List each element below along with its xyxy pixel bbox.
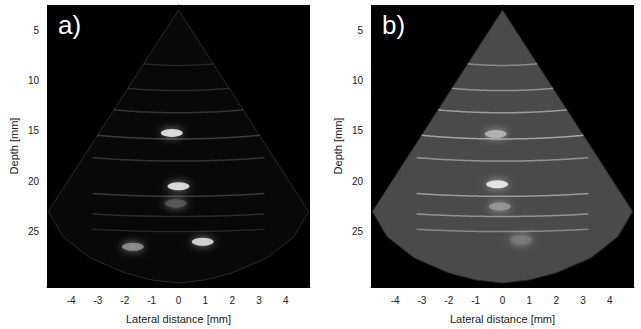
svg-text:25: 25 [352,226,364,237]
svg-text:10: 10 [28,75,40,86]
svg-text:a): a) [58,10,81,40]
svg-text:4: 4 [283,295,289,306]
svg-text:20: 20 [28,176,40,187]
svg-text:3: 3 [256,295,262,306]
svg-text:-2: -2 [120,295,129,306]
svg-text:2: 2 [553,295,559,306]
svg-text:15: 15 [28,125,40,136]
svg-text:Depth [mm]: Depth [mm] [8,118,20,175]
svg-text:Lateral distance [mm]: Lateral distance [mm] [450,313,555,325]
svg-text:15: 15 [352,125,364,136]
svg-text:-3: -3 [418,295,427,306]
svg-text:1: 1 [527,295,533,306]
svg-text:-4: -4 [67,295,76,306]
svg-text:0: 0 [176,295,182,306]
svg-text:b): b) [382,10,405,40]
svg-text:-1: -1 [147,295,156,306]
svg-text:2: 2 [229,295,235,306]
svg-text:-3: -3 [94,295,103,306]
svg-text:0: 0 [500,295,506,306]
svg-text:4: 4 [607,295,613,306]
svg-text:5: 5 [33,25,39,36]
svg-text:-4: -4 [391,295,400,306]
svg-text:Lateral distance [mm]: Lateral distance [mm] [126,313,231,325]
svg-text:10: 10 [352,75,364,86]
svg-text:-2: -2 [444,295,453,306]
svg-text:20: 20 [352,176,364,187]
svg-text:1: 1 [203,295,209,306]
svg-text:Depth [mm]: Depth [mm] [332,118,344,175]
svg-text:25: 25 [28,226,40,237]
svg-text:3: 3 [580,295,586,306]
svg-text:5: 5 [357,25,363,36]
svg-text:-1: -1 [471,295,480,306]
